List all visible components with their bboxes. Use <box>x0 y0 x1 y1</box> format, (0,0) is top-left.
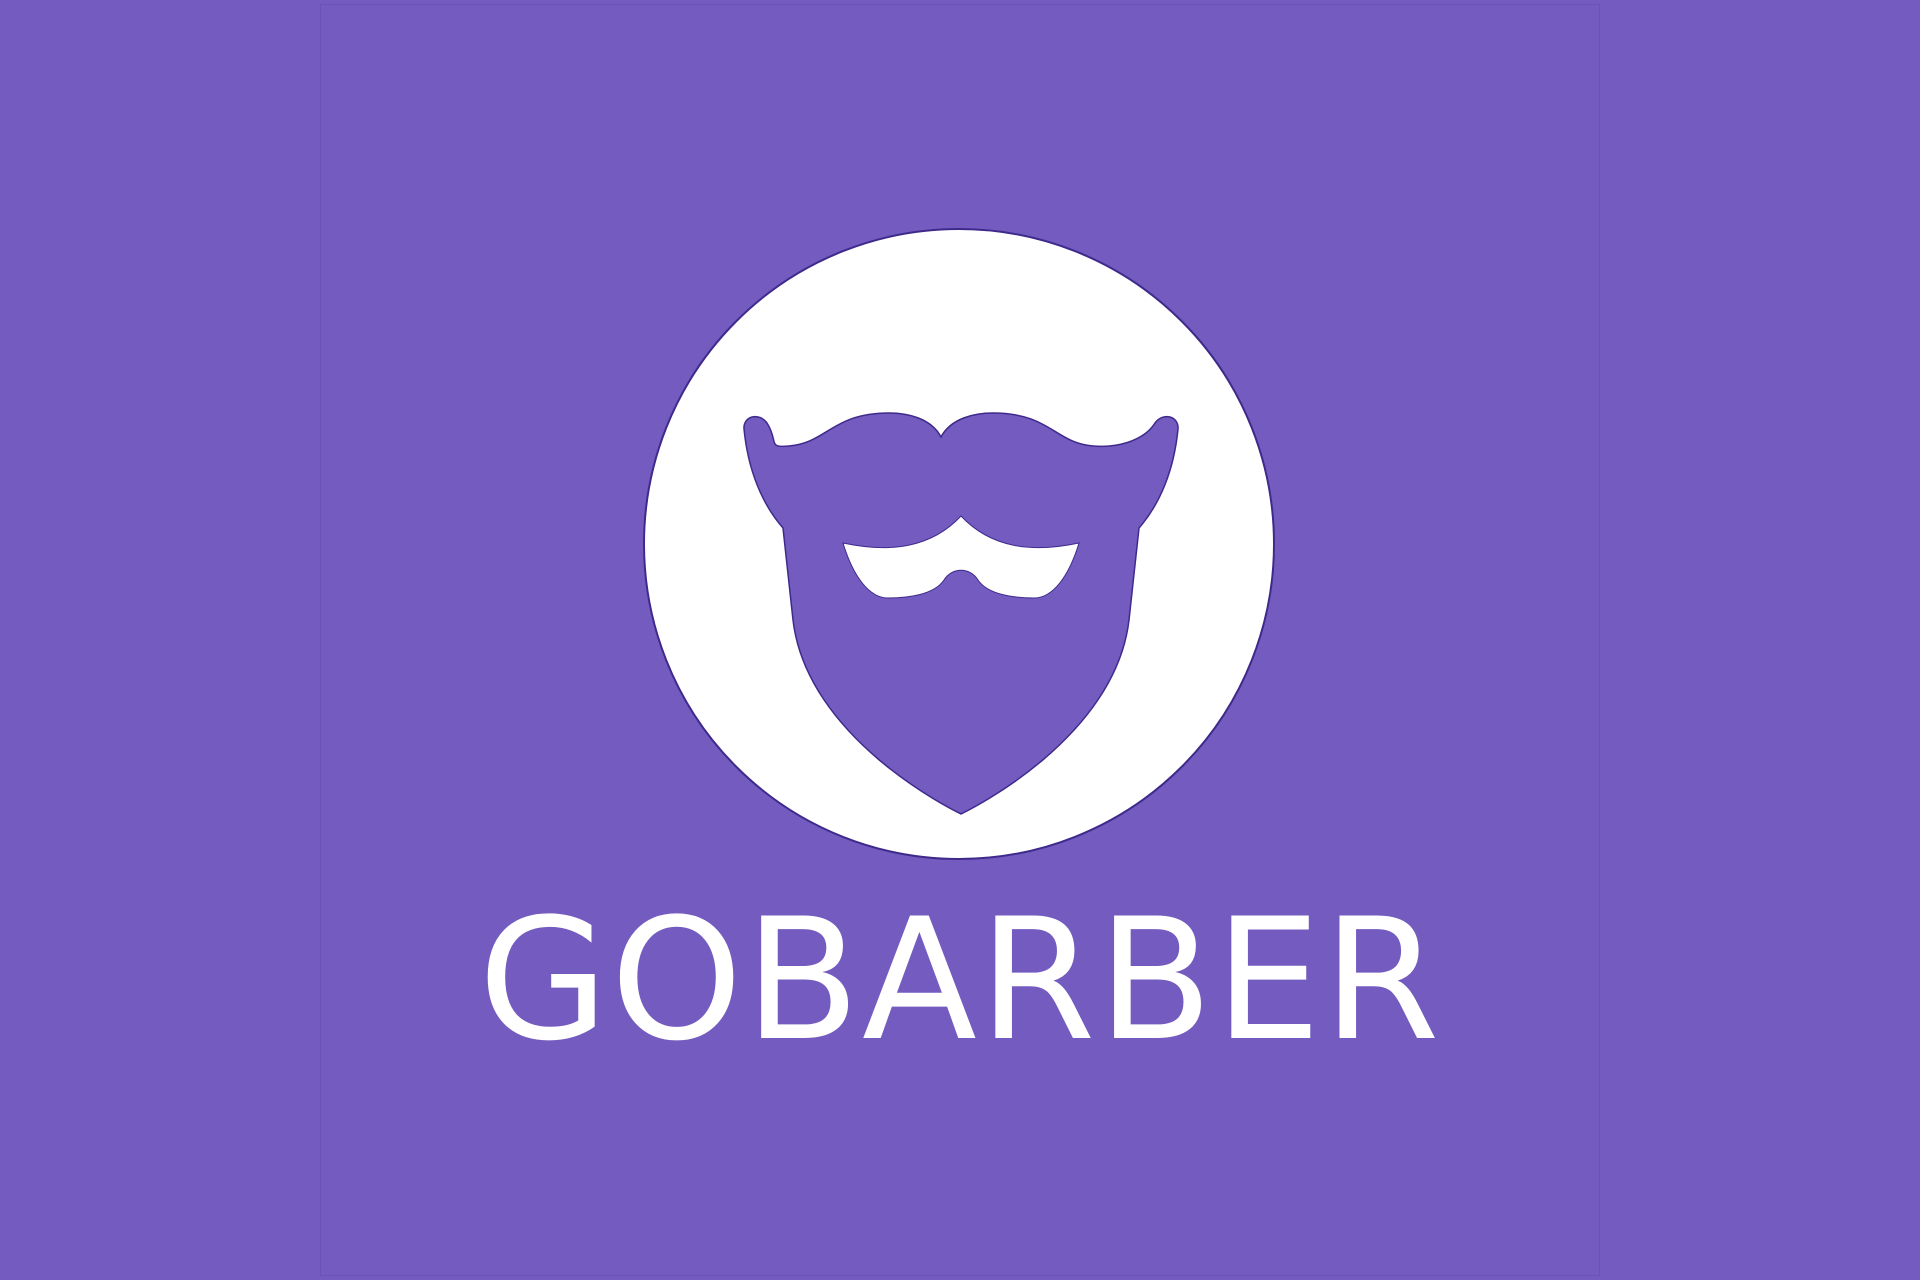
app-wordmark: GOBARBER <box>478 882 1442 1078</box>
logo-emblem <box>643 228 1275 860</box>
beard-icon <box>743 412 1179 815</box>
